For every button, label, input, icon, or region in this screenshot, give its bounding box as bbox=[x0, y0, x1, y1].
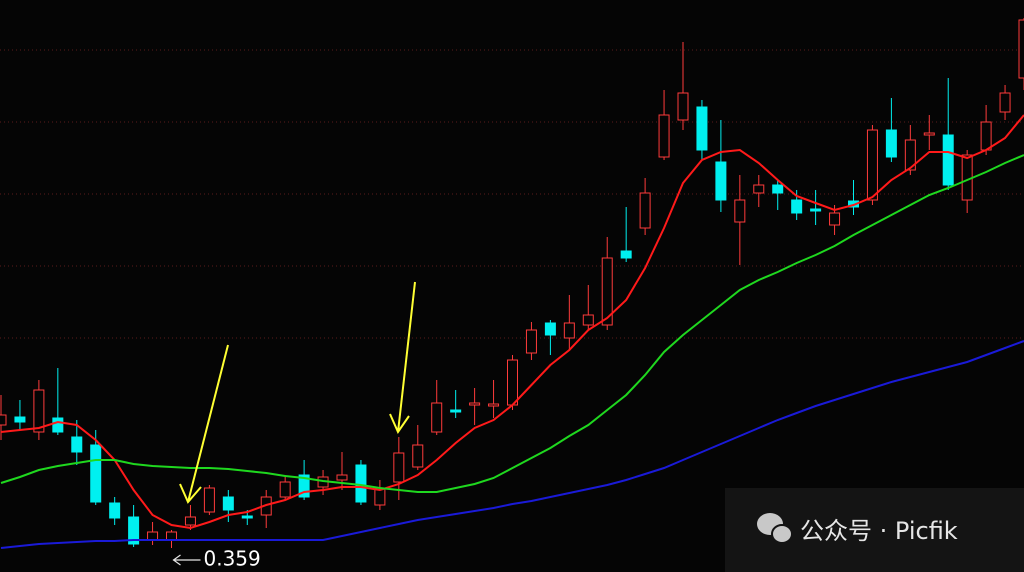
candle-body bbox=[829, 212, 841, 226]
candle-body bbox=[222, 496, 234, 511]
candle-body bbox=[507, 359, 518, 406]
candle-body bbox=[677, 92, 689, 121]
candle-body bbox=[715, 161, 727, 201]
candle-body bbox=[544, 322, 556, 336]
candle-body bbox=[563, 322, 575, 339]
candle-body bbox=[241, 515, 253, 519]
watermark: 公众号 · Picfik bbox=[800, 517, 958, 545]
candle-body bbox=[184, 516, 196, 526]
candle-body bbox=[109, 502, 121, 519]
candle-body bbox=[658, 114, 670, 158]
watermark-box: 公众号 · Picfik bbox=[725, 488, 1024, 572]
candle-body bbox=[942, 134, 954, 186]
candle-body bbox=[866, 129, 878, 201]
candle-body bbox=[450, 409, 462, 413]
candle-body bbox=[1018, 19, 1024, 79]
low-marker-label: 0.359 bbox=[204, 547, 261, 571]
candle-body bbox=[469, 402, 481, 406]
candle-body bbox=[639, 192, 651, 229]
candle-body bbox=[582, 314, 594, 326]
candle-body bbox=[791, 199, 803, 214]
candle-body bbox=[90, 444, 102, 503]
annotation-arrow bbox=[179, 281, 416, 504]
moving-average-line bbox=[0, 114, 1024, 530]
candle-body bbox=[810, 208, 822, 212]
candle-body bbox=[772, 184, 784, 194]
candle-body bbox=[753, 184, 765, 194]
candle-body bbox=[298, 474, 310, 498]
candle-body bbox=[488, 403, 500, 407]
candle-body bbox=[52, 417, 64, 433]
candle-body bbox=[885, 129, 897, 158]
candle-body bbox=[203, 487, 215, 513]
candle-body bbox=[525, 329, 537, 354]
moving-average-line bbox=[0, 340, 1024, 549]
candle-body bbox=[0, 414, 7, 426]
candle-body bbox=[33, 389, 45, 433]
candle-body bbox=[696, 106, 708, 151]
candle-body bbox=[904, 139, 916, 171]
candle-body bbox=[279, 481, 291, 498]
candle-body bbox=[147, 531, 159, 541]
candle-body bbox=[734, 199, 746, 223]
candle-body bbox=[601, 257, 613, 326]
candle-body bbox=[980, 121, 992, 151]
candle-body bbox=[355, 464, 367, 503]
candle-body bbox=[999, 92, 1011, 113]
low-marker-arrow bbox=[172, 554, 201, 566]
candle-body bbox=[412, 444, 424, 468]
candle-body bbox=[71, 436, 83, 453]
candle-body bbox=[620, 250, 632, 259]
candle-body bbox=[431, 402, 443, 433]
candle-body bbox=[166, 531, 177, 541]
candle-body bbox=[393, 452, 405, 483]
candle-body bbox=[336, 474, 348, 481]
plot: 0.359 bbox=[0, 18, 1024, 571]
candle-body bbox=[14, 416, 26, 423]
candle-body bbox=[128, 516, 140, 545]
candle-body bbox=[923, 132, 935, 136]
moving-average-line bbox=[0, 154, 1024, 493]
